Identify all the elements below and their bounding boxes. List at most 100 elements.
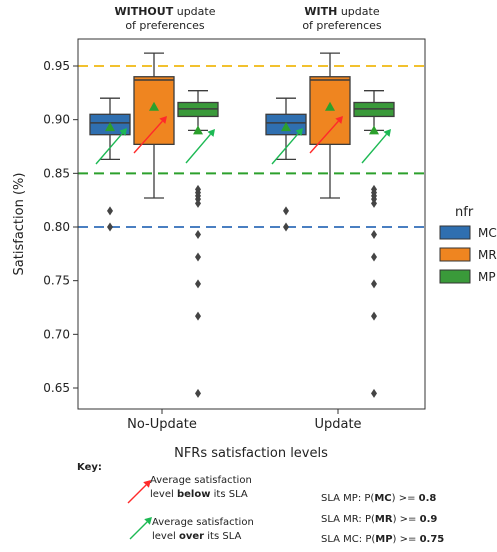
key-over-arrow — [129, 517, 152, 540]
arrow-head — [383, 129, 391, 137]
box-MR-1 — [309, 52, 351, 199]
legend-swatch-MP — [439, 269, 471, 284]
outlier-5 — [371, 230, 377, 240]
key-over-post: its SLA — [204, 531, 242, 542]
sla-mp-line: SLA MP: P(MC) >= 0.8 — [321, 493, 437, 504]
x-axis-label: NFRs satisfaction levels — [174, 446, 328, 461]
box-MC-0 — [89, 97, 131, 232]
outlier-1 — [283, 222, 289, 232]
box-MC-1 — [265, 97, 307, 232]
arrow-shaft — [271, 132, 299, 165]
y-tick-label-5: 0.90 — [43, 113, 70, 127]
y-tick-label-6: 0.95 — [43, 59, 70, 73]
legend: nfr MC MR MP — [439, 205, 497, 284]
outlier-8 — [371, 311, 377, 321]
sla-reference-lines — [78, 65, 425, 228]
sla-mc-line: SLA MC: P(MP) >= 0.75 — [321, 534, 445, 545]
mr-below-arrow-0 — [133, 116, 167, 154]
legend-label-MC: MC — [478, 226, 497, 240]
legend-title: nfr — [455, 205, 474, 220]
key-below-pre: level — [150, 489, 177, 500]
outlier-1 — [107, 222, 113, 232]
plot-frame — [77, 38, 426, 410]
key-below-text: Average satisfaction level below its SLA — [150, 474, 252, 502]
without-line2-text: of preferences — [125, 19, 205, 32]
box-MR-0 — [133, 52, 175, 199]
key-below-arrow — [127, 480, 151, 504]
annotation-arrows — [95, 116, 391, 165]
key-over-pre: level — [152, 531, 179, 542]
legend-swatch-MC — [439, 225, 471, 240]
mean-marker — [193, 125, 203, 135]
box-MP-0 — [177, 90, 219, 398]
arrow-shaft — [95, 132, 123, 165]
with-rest-text: update — [337, 5, 380, 18]
mc-over-arrow-0 — [95, 128, 127, 165]
y-tick-label-3: 0.80 — [43, 220, 70, 234]
box-MP-1 — [353, 90, 395, 398]
key-over-line1: Average satisfaction — [152, 517, 254, 528]
x-tick-label-1: Update — [314, 417, 361, 432]
outlier-7 — [195, 279, 201, 289]
mr-below-arrow-1 — [309, 116, 343, 154]
legend-label-MP: MP — [478, 270, 496, 284]
outlier-4 — [371, 198, 377, 208]
key-arrows — [127, 480, 152, 540]
mean-marker — [369, 125, 379, 135]
y-axis-label: Satisfaction (%) — [12, 173, 27, 276]
outlier-6 — [195, 252, 201, 262]
key-below-line1: Average satisfaction — [150, 475, 252, 486]
y-tick-label-4: 0.85 — [43, 166, 70, 180]
arrow-shaft — [129, 521, 148, 540]
key-below-bold: below — [176, 489, 211, 500]
y-tick-label-2: 0.75 — [43, 274, 70, 288]
arrow-head — [159, 116, 167, 124]
arrow-head — [119, 128, 127, 136]
arrow-head — [144, 517, 152, 525]
mean-marker — [149, 101, 159, 111]
arrow-head — [143, 480, 151, 488]
arrow-head — [335, 116, 343, 124]
without-bold-text: WITHOUT — [114, 5, 174, 18]
outlier-9 — [195, 388, 201, 398]
key-title: Key: — [77, 462, 102, 473]
outlier-9 — [371, 388, 377, 398]
arrow-head — [207, 129, 215, 137]
mean-marker — [325, 101, 335, 111]
sla-mr-line: SLA MR: P(MR) >= 0.9 — [321, 514, 438, 525]
arrow-shaft — [185, 133, 211, 164]
y-axis: 0.65 0.70 0.75 0.80 0.85 0.90 0.95 — [43, 59, 78, 395]
with-bold-text: WITH — [304, 5, 338, 18]
mc-over-arrow-1 — [271, 128, 303, 165]
legend-label-MR: MR — [478, 248, 497, 262]
x-tick-label-0: No-Update — [127, 417, 197, 432]
without-rest-text: update — [173, 5, 216, 18]
arrow-head — [295, 128, 303, 136]
key-over-bold: over — [178, 531, 205, 542]
outlier-6 — [371, 252, 377, 262]
outlier-0 — [283, 206, 289, 216]
outlier-7 — [371, 279, 377, 289]
arrow-shaft — [127, 484, 147, 504]
x-axis: No-Update Update — [127, 409, 362, 432]
outlier-4 — [195, 198, 201, 208]
legend-swatch-MR — [439, 247, 471, 262]
arrow-shaft — [133, 120, 163, 154]
y-tick-label-1: 0.70 — [43, 327, 70, 341]
without-update-annotation: WITHOUT update of preferences — [110, 5, 220, 33]
key-over-text: Average satisfaction level over its SLA — [152, 516, 254, 544]
with-update-annotation: WITH update of preferences — [292, 5, 392, 33]
outlier-5 — [195, 230, 201, 240]
mp-over-arrow-0 — [185, 129, 215, 164]
arrow-shaft — [361, 133, 387, 164]
mean-marker — [281, 122, 291, 132]
outlier-8 — [195, 311, 201, 321]
mp-over-arrow-1 — [361, 129, 391, 164]
key-below-post: its SLA — [210, 489, 248, 500]
box-groups — [89, 52, 395, 398]
with-line2-text: of preferences — [302, 19, 382, 32]
outlier-0 — [107, 206, 113, 216]
y-tick-label-0: 0.65 — [43, 381, 70, 395]
mean-marker — [105, 122, 115, 132]
